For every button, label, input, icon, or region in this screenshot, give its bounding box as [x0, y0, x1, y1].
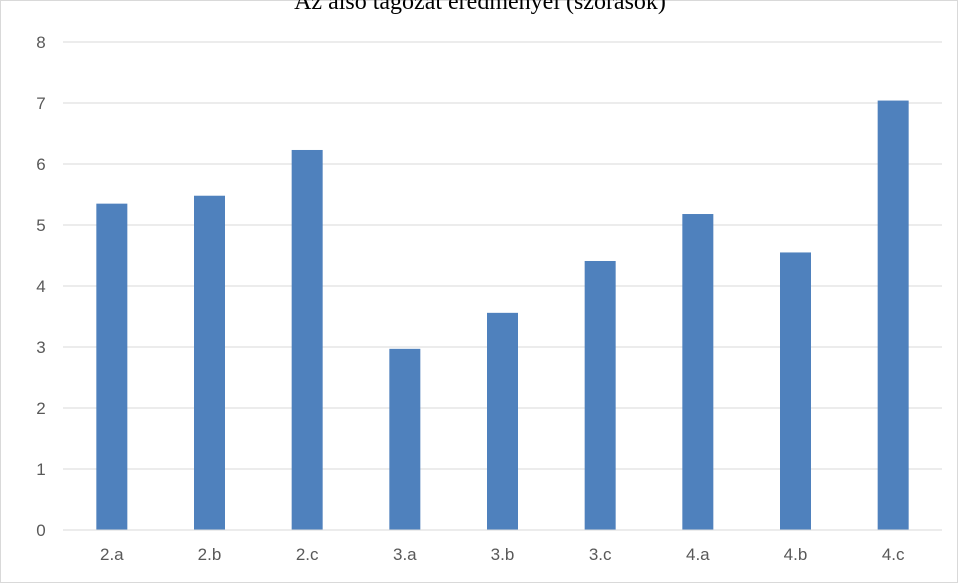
y-tick-label: 2 — [36, 399, 45, 418]
bar — [291, 149, 323, 530]
y-tick-label: 1 — [36, 460, 45, 479]
bar — [584, 260, 616, 530]
y-tick-label: 6 — [36, 155, 45, 174]
x-tick-label: 3.c — [589, 545, 612, 564]
y-tick-label: 3 — [36, 338, 45, 357]
y-tick-label: 5 — [36, 216, 45, 235]
x-tick-label: 4.c — [882, 545, 905, 564]
x-tick-label: 3.a — [393, 545, 417, 564]
chart-title: Az alsó tagozat eredményei (szórások) — [294, 0, 666, 15]
x-tick-label: 2.c — [296, 545, 319, 564]
bar — [487, 312, 518, 530]
x-tick-label: 4.b — [784, 545, 808, 564]
bar — [96, 203, 128, 530]
bars — [96, 100, 909, 530]
y-tick-label: 4 — [36, 277, 45, 296]
x-tick-label: 2.a — [100, 545, 124, 564]
y-tick-label: 0 — [36, 521, 45, 540]
x-tick-label: 2.b — [198, 545, 222, 564]
x-tick-label: 3.b — [491, 545, 515, 564]
bar — [194, 195, 225, 530]
tick-labels: 0 1 2 3 4 5 6 7 8 2.a 2.b 2.c 3.a 3.b 3.c 4.a 4.b 4.c — [36, 33, 905, 564]
y-tick-label: 8 — [36, 33, 45, 52]
bar — [389, 348, 421, 530]
bar — [877, 100, 909, 530]
bar — [780, 252, 811, 530]
x-tick-label: 4.a — [686, 545, 710, 564]
y-tick-label: 7 — [36, 94, 45, 113]
bar — [682, 214, 714, 530]
